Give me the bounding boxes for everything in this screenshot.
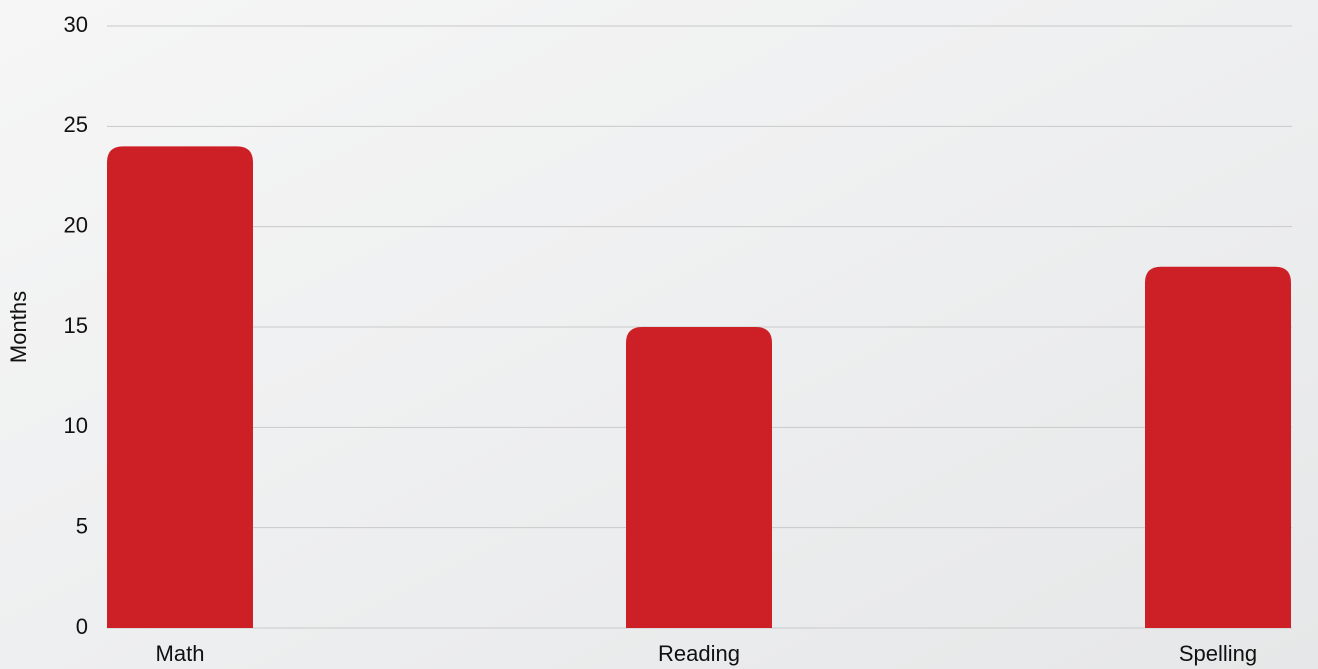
bar (626, 327, 772, 628)
y-tick-label: 0 (76, 614, 88, 639)
x-tick-label: Spelling (1179, 641, 1257, 666)
y-tick-label: 25 (64, 112, 88, 137)
y-tick-label: 15 (64, 313, 88, 338)
x-tick-label: Math (156, 641, 205, 666)
y-tick-label: 10 (64, 413, 88, 438)
y-tick-label: 30 (64, 12, 88, 37)
x-tick-label: Reading (658, 641, 740, 666)
chart: Months 0 5 10 15 20 25 30 Math Reading Spelling (0, 0, 1318, 669)
y-tick-label: 5 (76, 513, 88, 538)
page: {"chart_data": {"type": "bar", "y_label"… (0, 0, 1318, 669)
bar (107, 146, 253, 628)
y-tick-label: 20 (64, 212, 88, 237)
bar (1145, 267, 1291, 628)
y-axis-label: Months (6, 291, 31, 363)
